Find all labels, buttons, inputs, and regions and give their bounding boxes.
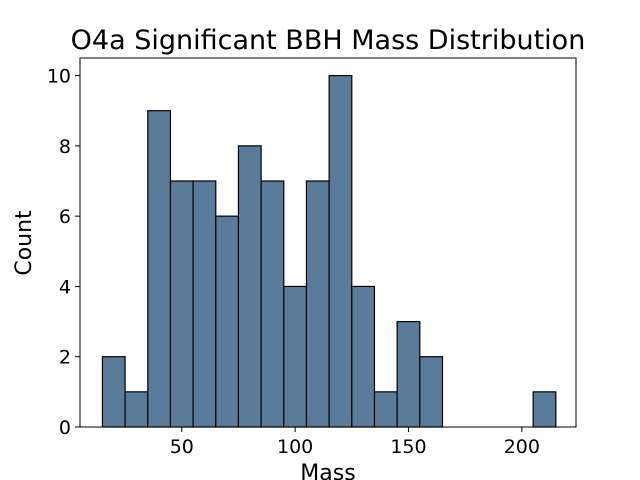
histogram-bar (328, 74, 353, 428)
y-axis-ticks: 0 2 4 6 8 10 (47, 66, 80, 439)
chart-title: O4a Significant BBH Mass Distribution (71, 25, 586, 56)
histogram-bar (260, 180, 285, 428)
x-tick-label: 50 (170, 436, 194, 458)
histogram-bar (351, 285, 376, 428)
histogram-bar (283, 285, 308, 428)
histogram-bar (419, 356, 444, 428)
histogram-bar (305, 180, 330, 428)
histogram-bar (532, 391, 557, 428)
y-axis-label: Count (12, 210, 37, 276)
y-tick-label: 2 (59, 347, 71, 369)
histogram-bar (147, 110, 172, 428)
histogram-bar (396, 320, 421, 428)
y-tick-label: 4 (59, 276, 71, 298)
y-tick-label: 8 (59, 136, 71, 158)
histogram-bar (101, 356, 126, 428)
y-tick-label: 0 (59, 417, 71, 439)
bars-group (101, 74, 557, 428)
histogram-bar (237, 145, 262, 428)
y-tick-label: 6 (59, 206, 71, 228)
x-tick-label: 150 (390, 436, 426, 458)
y-tick-label: 10 (47, 66, 71, 88)
histogram-bar (373, 391, 398, 428)
histogram-bar (124, 391, 149, 428)
x-axis-label: Mass (300, 461, 355, 480)
x-axis-ticks: 50 100 150 200 (170, 427, 540, 458)
x-tick-label: 200 (504, 436, 540, 458)
histogram-bar (215, 215, 240, 428)
histogram-bar (192, 180, 217, 428)
x-tick-label: 100 (277, 436, 313, 458)
plot-area-frame (79, 57, 577, 428)
histogram-bar (169, 180, 194, 428)
